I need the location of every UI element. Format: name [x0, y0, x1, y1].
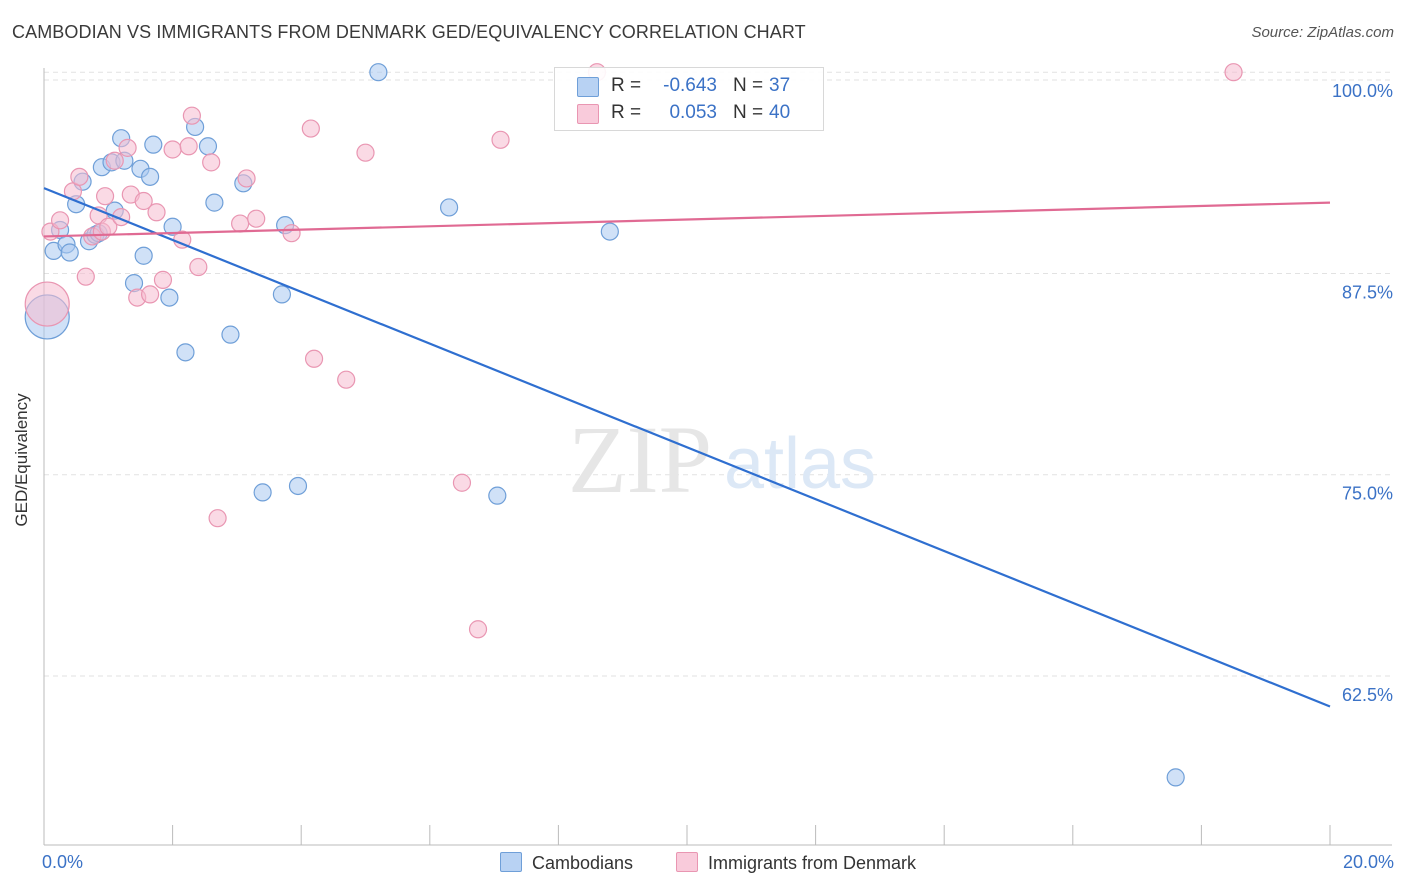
- data-point-denmark: [301, 119, 320, 138]
- data-point-denmark: [140, 285, 160, 304]
- data-point-cambodians: [176, 343, 195, 362]
- axes: [43, 68, 1392, 846]
- data-point-denmark: [1224, 63, 1243, 82]
- data-point-cambodians: [205, 193, 224, 212]
- data-point-cambodians: [160, 288, 179, 307]
- data-point-denmark: [208, 509, 227, 528]
- x-tick-label-min: 0.0%: [42, 852, 84, 872]
- data-point-cambodians: [439, 198, 459, 217]
- legend-n-label: N =: [733, 75, 764, 96]
- data-point-cambodians: [60, 243, 79, 262]
- data-point-cambodians: [163, 217, 182, 236]
- data-point-denmark: [304, 349, 324, 368]
- trend-line-cambodians: [43, 187, 1331, 708]
- legend-item-cambodians: Cambodians: [500, 852, 633, 874]
- legend-r-label: R =: [611, 102, 642, 123]
- data-point-denmark: [24, 281, 70, 327]
- data-point-denmark: [105, 151, 124, 170]
- legend-swatch-blue: [577, 77, 599, 97]
- data-point-denmark: [163, 140, 182, 159]
- chart-source: Source: ZipAtlas.com: [1251, 24, 1394, 41]
- x-tick-label-max: 20.0%: [1342, 852, 1394, 872]
- y-tick-label: 100.0%: [1332, 81, 1393, 101]
- series-legend: Cambodians Immigrants from Denmark: [0, 852, 1406, 878]
- data-point-denmark: [202, 153, 221, 172]
- data-points: [24, 63, 1243, 787]
- legend-n-value: 37: [769, 75, 791, 96]
- watermark: ZIP atlas: [568, 406, 876, 513]
- legend-swatch-pink: [676, 852, 698, 872]
- legend-swatch-pink: [577, 104, 599, 124]
- y-tick-label: 75.0%: [1342, 484, 1393, 504]
- data-point-denmark: [147, 203, 166, 222]
- data-point-cambodians: [600, 222, 619, 241]
- y-tick-label: 87.5%: [1342, 282, 1393, 302]
- legend-r-value: -0.643: [663, 75, 717, 96]
- data-point-cambodians: [198, 137, 218, 156]
- stats-legend: R = -0.643 N = 37 R = 0.053 N = 40: [554, 67, 824, 131]
- data-point-denmark: [356, 143, 375, 162]
- y-tick-labels: 62.5% 75.0% 87.5% 100.0%: [1332, 81, 1393, 705]
- data-point-cambodians: [140, 167, 160, 186]
- data-point-denmark: [468, 620, 488, 639]
- legend-swatch-blue: [500, 852, 522, 872]
- data-point-denmark: [134, 191, 153, 211]
- data-point-denmark: [95, 187, 115, 206]
- legend-label-cambodians: Cambodians: [532, 853, 634, 873]
- data-point-denmark: [70, 167, 89, 186]
- data-point-denmark: [153, 270, 173, 289]
- data-point-denmark: [189, 257, 208, 277]
- data-point-denmark: [118, 138, 137, 157]
- legend-r-value: 0.053: [669, 102, 717, 123]
- data-point-denmark: [182, 106, 201, 125]
- grid-lines: [44, 71, 1392, 677]
- data-point-denmark: [247, 209, 266, 228]
- data-point-cambodians: [134, 246, 153, 265]
- data-point-cambodians: [288, 476, 308, 496]
- trend-lines: [43, 187, 1331, 708]
- data-point-denmark: [237, 169, 256, 188]
- trend-line-denmark: [43, 201, 1331, 238]
- y-tick-label: 62.5%: [1342, 685, 1393, 705]
- watermark-zip: ZIP: [568, 406, 712, 513]
- data-point-cambodians: [144, 135, 163, 154]
- legend-n-label: N =: [733, 102, 764, 123]
- data-point-cambodians: [369, 63, 388, 82]
- legend-n-value: 40: [769, 102, 791, 123]
- data-point-cambodians: [221, 325, 240, 344]
- data-point-denmark: [282, 224, 301, 243]
- data-point-cambodians: [1166, 768, 1185, 787]
- watermark-atlas: atlas: [724, 424, 876, 504]
- chart-title: CAMBODIAN VS IMMIGRANTS FROM DENMARK GED…: [12, 22, 806, 42]
- data-point-denmark: [179, 137, 198, 156]
- legend-label-denmark: Immigrants from Denmark: [708, 853, 917, 873]
- y-axis-label: GED/Equivalency: [12, 393, 31, 527]
- data-point-denmark: [491, 130, 510, 149]
- data-point-denmark: [337, 370, 356, 389]
- data-point-cambodians: [488, 486, 507, 505]
- legend-item-denmark: Immigrants from Denmark: [676, 852, 916, 874]
- data-point-denmark: [231, 214, 250, 233]
- data-point-cambodians: [253, 483, 272, 502]
- data-point-denmark: [50, 211, 70, 230]
- data-point-denmark: [76, 267, 95, 286]
- data-point-denmark: [452, 473, 472, 492]
- data-point-cambodians: [272, 285, 292, 304]
- legend-r-label: R =: [611, 75, 642, 96]
